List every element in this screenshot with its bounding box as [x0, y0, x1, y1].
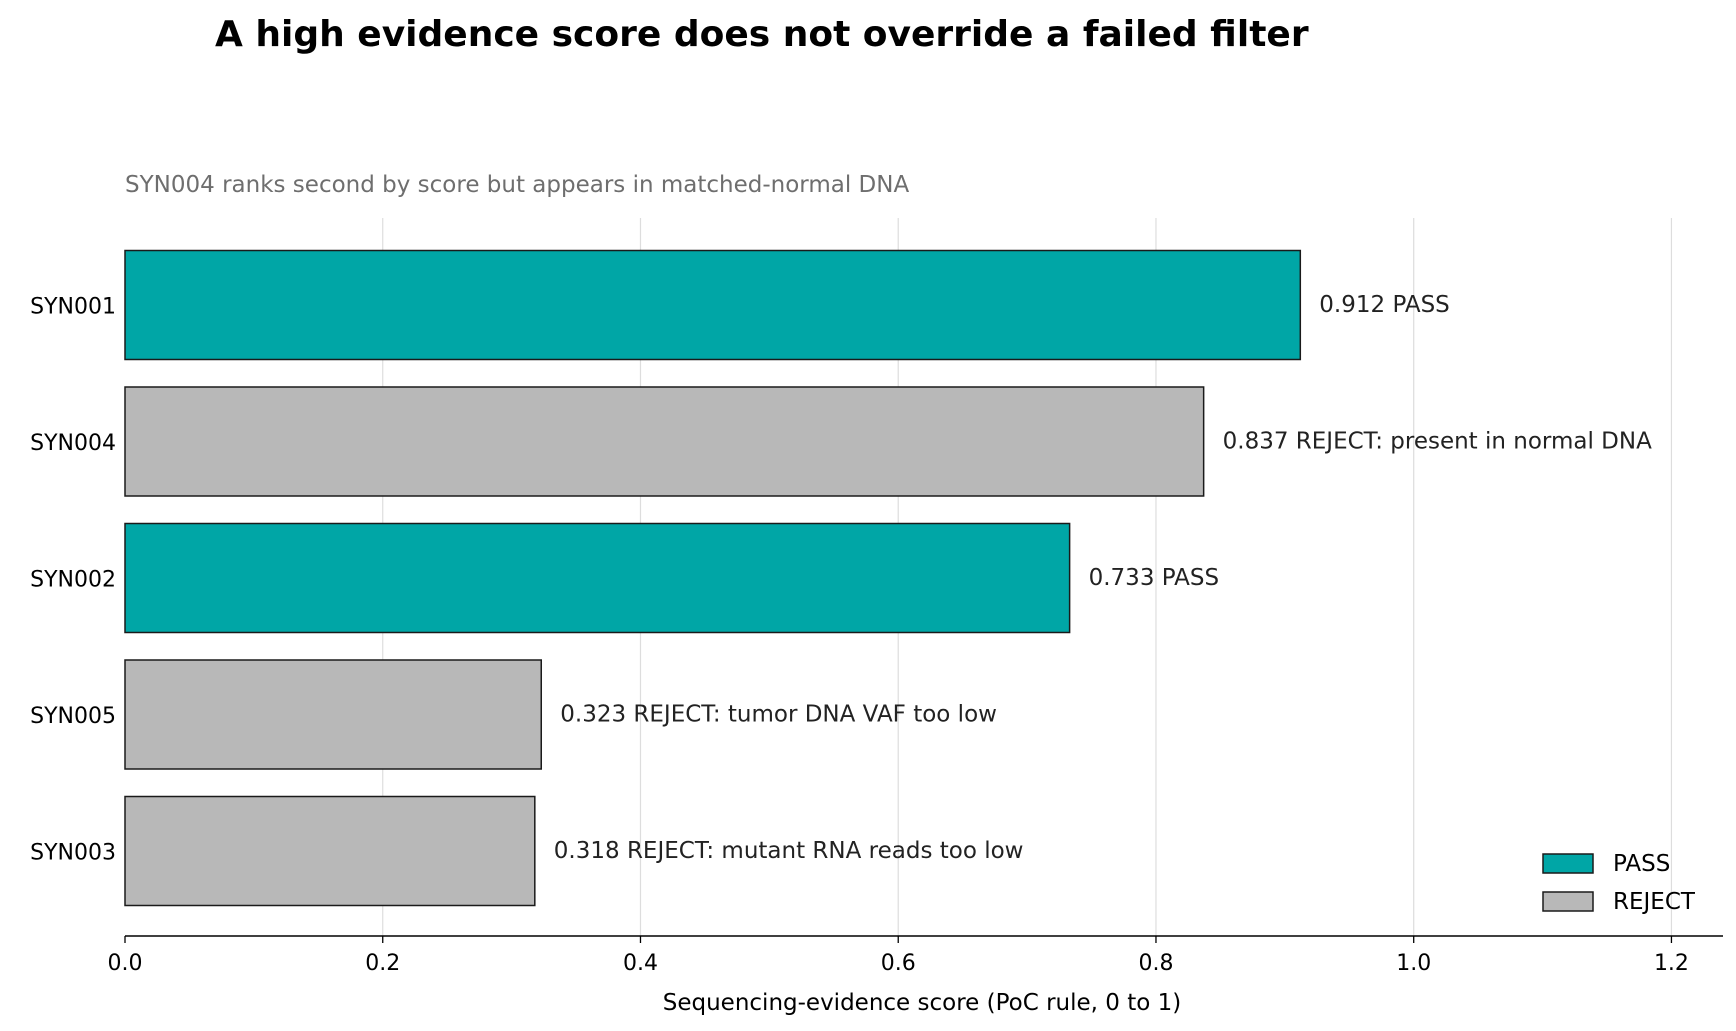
chart-title: A high evidence score does not override … [215, 14, 1309, 55]
data-label: 0.323 REJECT: tumor DNA VAF too low [560, 702, 997, 728]
legend-label: PASS [1613, 851, 1670, 877]
x-axis-label: Sequencing-evidence score (PoC rule, 0 t… [663, 990, 1181, 1016]
x-tick-label: 0.2 [365, 951, 400, 976]
data-label: 0.837 REJECT: present in normal DNA [1223, 429, 1652, 455]
x-tick-label: 1.0 [1396, 951, 1431, 976]
data-labels: 0.912 PASS 0.837 REJECT: present in norma… [554, 292, 1652, 864]
legend-swatch [1542, 891, 1594, 912]
y-tick-label: SYN002 [30, 568, 116, 593]
bar-syn004 [124, 386, 1205, 497]
y-tick-label: SYN004 [30, 431, 116, 456]
x-axis: 0.0 0.2 0.4 0.6 0.8 1.0 1.2 [108, 935, 1723, 976]
data-label: 0.733 PASS [1089, 565, 1220, 591]
bars [124, 249, 1302, 907]
legend-swatch [1542, 853, 1594, 874]
x-tick-label: 0.0 [108, 951, 143, 976]
x-tick-label: 0.6 [881, 951, 916, 976]
y-axis-ticks: SYN001 SYN004 SYN002 SYN005 SYN003 [30, 295, 116, 866]
legend: PASS REJECT [1542, 851, 1696, 915]
bar-syn002 [124, 522, 1071, 634]
bar-syn005 [124, 659, 543, 770]
x-tick-label: 1.2 [1654, 951, 1689, 976]
bar-syn003 [124, 795, 536, 907]
y-tick-label: SYN003 [30, 841, 116, 866]
legend-label: REJECT [1613, 889, 1696, 915]
y-tick-label: SYN001 [30, 295, 116, 320]
x-tick-label: 0.4 [623, 951, 658, 976]
y-tick-label: SYN005 [30, 704, 116, 729]
data-label: 0.912 PASS [1319, 292, 1450, 318]
chart-subtitle: SYN004 ranks second by score but appears… [125, 172, 909, 198]
bar-syn001 [124, 249, 1302, 361]
x-tick-label: 0.8 [1138, 951, 1173, 976]
data-label: 0.318 REJECT: mutant RNA reads too low [554, 838, 1024, 864]
